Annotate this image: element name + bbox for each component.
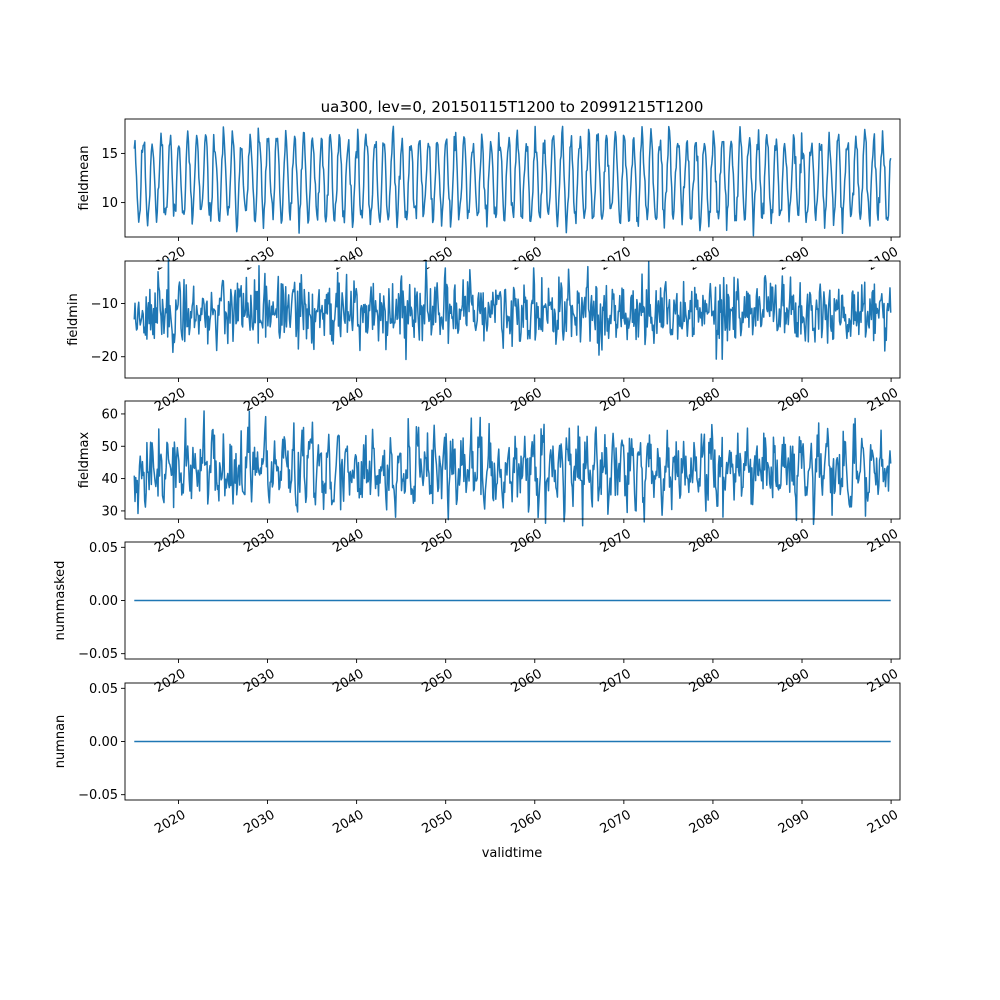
panel-overlap-mask bbox=[125, 683, 900, 690]
numnan-ytick-label: 0.00 bbox=[89, 735, 118, 750]
nummasked-ytick-label: 0.00 bbox=[89, 594, 118, 609]
numnan-ytick-label: 0.05 bbox=[89, 682, 118, 697]
fieldmean-series-line bbox=[133, 125, 892, 237]
fieldmin-ytick-label: −20 bbox=[91, 350, 118, 365]
nummasked-ytick-label: 0.05 bbox=[89, 541, 118, 556]
x-axis-label: validtime bbox=[482, 846, 543, 861]
fieldmean-axes-frame bbox=[124, 118, 901, 238]
fieldmax-ytick-label: 50 bbox=[101, 440, 118, 455]
fieldmax-ytick-label: 60 bbox=[101, 407, 118, 422]
fieldmin-axis-label: fieldmin bbox=[66, 293, 81, 346]
fieldmean-axis-label: fieldmean bbox=[77, 146, 92, 211]
fieldmax-axes-frame bbox=[124, 400, 901, 520]
fieldmax-ytick-label: 40 bbox=[101, 472, 118, 487]
fieldmax-axis-label: fieldmax bbox=[77, 432, 92, 489]
panel-overlap-mask bbox=[125, 542, 900, 549]
fieldmax-ytick-label: 30 bbox=[101, 504, 118, 519]
fieldmax-series-line bbox=[133, 410, 892, 527]
fieldmean-ytick-label: 10 bbox=[101, 196, 118, 211]
numnan-ytick-label: −0.05 bbox=[78, 788, 118, 803]
fieldmin-ytick-label: −10 bbox=[91, 297, 118, 312]
nummasked-axis-label: nummasked bbox=[53, 561, 68, 641]
numnan-axis-label: numnan bbox=[53, 715, 68, 769]
fieldmean-ytick-label: 15 bbox=[101, 147, 118, 162]
fieldmin-axes-frame bbox=[124, 260, 901, 379]
panel-overlap-mask bbox=[125, 401, 900, 408]
chart-title: ua300, lev=0, 20150115T1200 to 20991215T… bbox=[321, 98, 704, 116]
nummasked-ytick-label: −0.05 bbox=[78, 647, 118, 662]
panel-overlap-mask bbox=[125, 261, 900, 268]
fieldmin-series-line bbox=[133, 258, 892, 361]
